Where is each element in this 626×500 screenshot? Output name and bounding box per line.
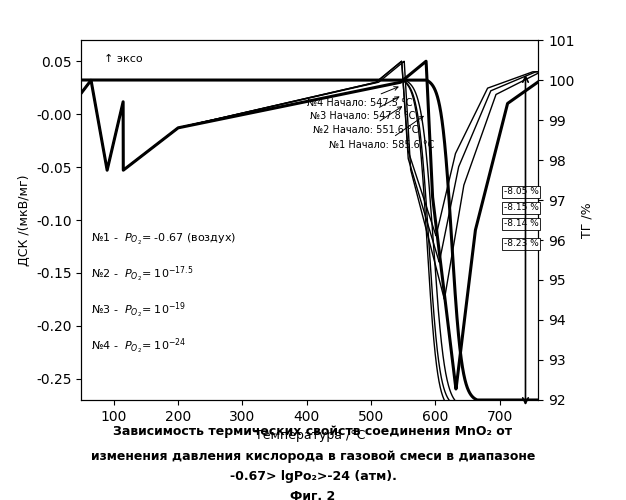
Text: №4 -  $P_{O_2}$= $10^{-24}$: №4 - $P_{O_2}$= $10^{-24}$ <box>91 336 186 356</box>
Text: -0.67> lgPo₂>-24 (атм).: -0.67> lgPo₂>-24 (атм). <box>230 470 396 483</box>
Text: Зависимость термических свойств соединения MnO₂ от: Зависимость термических свойств соединен… <box>113 425 513 438</box>
X-axis label: Температура /°C: Температура /°C <box>255 430 365 442</box>
Text: №2 Начало: 551.6 °С: №2 Начало: 551.6 °С <box>313 106 419 135</box>
Text: Фиг. 2: Фиг. 2 <box>290 490 336 500</box>
Text: №1 -  $P_{O_2}$= -0.67 (воздух): №1 - $P_{O_2}$= -0.67 (воздух) <box>91 232 236 246</box>
Y-axis label: ДСК /(мкВ/мг): ДСК /(мкВ/мг) <box>18 174 31 266</box>
Text: №3 -  $P_{O_2}$= $10^{-19}$: №3 - $P_{O_2}$= $10^{-19}$ <box>91 300 185 320</box>
Text: -8.23 %: -8.23 % <box>503 240 538 248</box>
Text: №1 Начало: 585.6 °С: №1 Начало: 585.6 °С <box>329 116 434 150</box>
Text: изменения давления кислорода в газовой смеси в диапазоне: изменения давления кислорода в газовой с… <box>91 450 535 463</box>
Text: №2 -  $P_{O_2}$= $10^{-17.5}$: №2 - $P_{O_2}$= $10^{-17.5}$ <box>91 264 193 284</box>
Text: -8.15 %: -8.15 % <box>503 204 538 212</box>
Text: -8.14 %: -8.14 % <box>503 220 538 228</box>
Text: -8.05 %: -8.05 % <box>503 188 538 196</box>
Text: №3 Начало: 547.8 °С: №3 Начало: 547.8 °С <box>310 97 415 122</box>
Text: №4 Начало: 547.5 °С: №4 Начало: 547.5 °С <box>307 86 412 108</box>
Y-axis label: ТГ /%: ТГ /% <box>580 202 593 238</box>
Text: ↑ эксо: ↑ эксо <box>104 54 143 64</box>
